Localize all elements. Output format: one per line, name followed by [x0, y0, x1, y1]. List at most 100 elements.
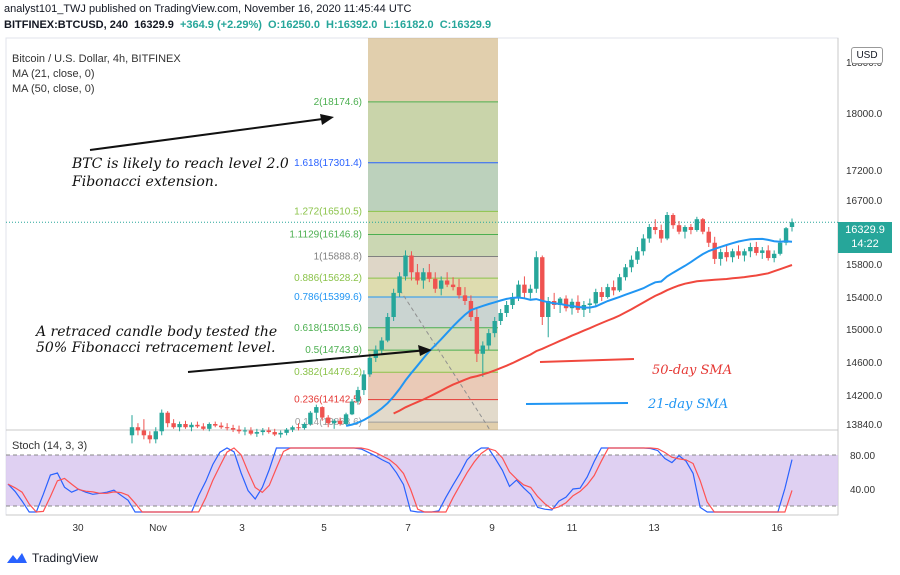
brand-name: TradingView [32, 551, 99, 565]
candle-body [575, 301, 581, 310]
candle-body [391, 292, 396, 317]
candle-body [605, 287, 610, 297]
price-tick: 16700.0 [846, 196, 883, 207]
candle-body [653, 227, 658, 230]
sma21-key-line [525, 402, 629, 405]
candle-body [516, 284, 521, 297]
annotation-retrace-2: 50% Fibonacci retracement level. [36, 340, 275, 356]
stoch-tick-40: 40.00 [850, 485, 875, 496]
candle-body [534, 257, 539, 289]
legend-title: Bitcoin / U.S. Dollar, 4h, BITFINEX [12, 53, 181, 65]
candle-body [349, 401, 355, 415]
fib-band [368, 399, 498, 423]
price-tag-countdown: 14:22 [851, 238, 879, 250]
annotation-fib-target-1: BTC is likely to reach level 2.0 [71, 156, 289, 172]
candle-body [290, 427, 295, 430]
time-tick: 5 [321, 523, 327, 534]
tradingview-logo[interactable]: TradingView [6, 551, 98, 565]
fib-level-label: 0.618(15015.6) [294, 323, 362, 334]
candle-body [444, 280, 450, 285]
fib-level-label: 1(15888.8) [314, 251, 362, 262]
candle-body [403, 255, 408, 277]
candle-body [718, 252, 723, 259]
candle-body [218, 425, 224, 428]
candle-body [664, 215, 670, 239]
candle-body [171, 423, 176, 428]
price-tick: 15400.0 [846, 293, 883, 304]
fib-band [368, 327, 498, 351]
annotation-sma50: 50-day SMA [652, 363, 732, 378]
candle-body [635, 251, 640, 260]
candle-body [474, 317, 480, 354]
fib-band [368, 350, 498, 373]
time-tick: 9 [489, 523, 495, 534]
open-value: O:16250.0 [267, 19, 320, 31]
fib-level-label: 0.786(15399.6) [294, 292, 362, 303]
candle-body [450, 284, 456, 288]
candle-body [462, 295, 468, 301]
candle-body [165, 412, 170, 424]
legend-stoch: Stoch (14, 3, 3) [12, 440, 87, 452]
arrowhead-fib-target [320, 114, 334, 125]
stoch-band [6, 455, 838, 506]
stoch-d-line [7, 447, 793, 513]
high-value: H:16392.0 [326, 19, 378, 31]
candle-body [331, 420, 337, 424]
ma50-line [393, 264, 793, 415]
candle-body [361, 374, 367, 391]
time-tick: 11 [567, 523, 578, 534]
candle-body [587, 303, 593, 305]
candle-body [700, 219, 706, 232]
candle-body [195, 424, 200, 427]
annotation-fib-target-2: Fibonacci extension. [71, 174, 218, 190]
candle-body [433, 278, 438, 289]
publish-info: analyst101_TWJ published on TradingView.… [4, 3, 412, 15]
candle-body [771, 253, 777, 259]
candle-body [766, 250, 771, 259]
candle-body [320, 407, 325, 418]
price-chart-svg[interactable]: 2(18174.6) 1.618(17301.4) 1.272(16510.5) 1.… [0, 0, 900, 548]
candle-body [427, 272, 432, 279]
time-tick: 13 [648, 523, 660, 534]
low-value: L:16182.0 [383, 19, 434, 31]
chart-area[interactable]: 2(18174.6) 1.618(17301.4) 1.272(16510.5) 1.… [0, 0, 900, 553]
price-change: +364.9 (+2.29%) [179, 19, 262, 31]
fib-band [368, 234, 498, 257]
annotation-sma21: 21-day SMA [647, 397, 728, 412]
candle-body [456, 287, 462, 296]
arrow-fib-target [89, 117, 331, 151]
price-tag: 16329.9 14:22 [838, 222, 892, 253]
candle-body [141, 430, 147, 436]
candle-body [742, 251, 747, 256]
price-tick: 13840.0 [846, 420, 883, 431]
candle-body [486, 333, 491, 346]
candle-body [272, 432, 277, 435]
candle-body [694, 219, 700, 230]
fib-band [368, 278, 498, 298]
time-tick: 16 [771, 523, 783, 534]
candle-body [183, 424, 188, 428]
candle-body [724, 252, 729, 258]
candle-body [712, 242, 717, 259]
time-axis[interactable]: 30 Nov 3 5 7 9 11 13 16 [72, 523, 783, 534]
fib-level-label: 2(18174.6) [314, 97, 362, 108]
candle-body [343, 414, 349, 424]
candle-body [658, 230, 664, 239]
fib-level-label: 0.236(14142.5) [294, 395, 362, 406]
stoch-tick-80: 80.00 [850, 451, 875, 462]
candle-body [213, 424, 218, 426]
candle-body [546, 301, 551, 317]
close-value: C:16329.9 [439, 19, 492, 31]
candle-body [266, 430, 271, 433]
price-tick: 14200.0 [846, 391, 883, 402]
candle-body [224, 427, 230, 429]
candle-body [623, 267, 628, 278]
candle-body [540, 257, 545, 317]
candle-body [236, 429, 242, 432]
candle-body [563, 298, 569, 309]
currency-button[interactable]: USD [851, 47, 883, 64]
price-tick: 17200.0 [846, 166, 883, 177]
candle-body [326, 417, 331, 424]
candle-body [302, 424, 307, 429]
fib-band [368, 256, 498, 279]
